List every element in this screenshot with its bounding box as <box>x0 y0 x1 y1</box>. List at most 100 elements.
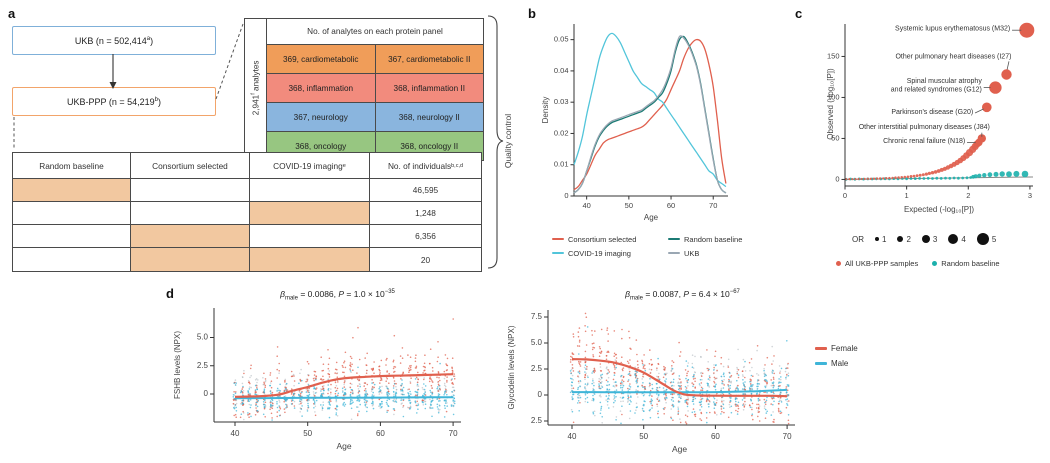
selection-cell <box>13 202 131 225</box>
analytes-cell: 368, inflammation <box>267 74 376 102</box>
svg-text:40: 40 <box>582 201 590 210</box>
fshb-title: βmale = 0.0086, P = 1.0 × 10−35 <box>280 289 395 302</box>
svg-text:Age: Age <box>336 441 351 451</box>
panel-a-connectors <box>13 15 504 269</box>
analytes-table: 2,941f analytes No. of analytes on each … <box>244 18 484 161</box>
selection-cell <box>250 179 370 202</box>
analytes-rows: 369, cardiometabolic 367, cardiometabolic… <box>267 45 483 160</box>
selection-value: 46,595 <box>370 179 481 202</box>
quality-control-label: Quality control <box>503 113 513 169</box>
qq-annotation: Parkinson's disease (G20) <box>891 109 973 116</box>
analytes-cell: 368, inflammation II <box>375 74 483 102</box>
svg-text:Glycodelin levels (NPX): Glycodelin levels (NPX) <box>507 325 516 409</box>
glycodelin-title: βmale = 0.0087, P = 6.4 × 10−67 <box>625 289 740 302</box>
svg-text:0.05: 0.05 <box>554 35 569 44</box>
selection-cell <box>250 202 370 225</box>
analytes-cell: 367, cardiometabolic II <box>375 45 483 73</box>
analytes-row: 369, cardiometabolic 367, cardiometabolic… <box>267 45 483 74</box>
analytes-side-label: 2,941f analytes <box>250 60 261 115</box>
svg-text:Age: Age <box>672 444 687 454</box>
selection-cell <box>131 225 250 248</box>
panel-a-label: a <box>8 6 16 21</box>
legend-line-icon <box>552 252 564 254</box>
or-dot-icon <box>976 233 989 245</box>
svg-text:70: 70 <box>709 201 717 210</box>
or-dot-icon <box>875 237 879 241</box>
svg-text:Expected (-log₁₀[P]): Expected (-log₁₀[P]) <box>904 205 974 214</box>
qq-annotation: Chronic renal failure (N18) <box>883 138 965 145</box>
svg-text:7.5: 7.5 <box>531 312 543 321</box>
legend-line-icon <box>668 238 680 240</box>
legend-label: Female <box>831 344 858 353</box>
svg-text:150: 150 <box>827 51 840 60</box>
legend-label: Consortium selected <box>568 234 637 244</box>
selection-header-cell: COVID-19 imaging e <box>250 153 370 179</box>
ukb-box: UKB (n = 502,414a) <box>12 26 216 55</box>
sex-legend: Female Male <box>815 344 858 368</box>
selection-value: 1,248 <box>370 202 481 225</box>
legend-item: COVID-19 imaging <box>552 246 654 260</box>
legend-item: Male <box>815 359 858 368</box>
legend-label: UKB <box>684 248 700 258</box>
svg-text:0: 0 <box>564 191 568 200</box>
svg-text:2.5: 2.5 <box>531 416 543 425</box>
qq-annotation: Other pulmonary heart diseases (I27) <box>895 53 1011 60</box>
svg-text:3: 3 <box>1028 191 1032 200</box>
or-dot-icon <box>921 235 930 243</box>
selection-cell <box>131 179 250 202</box>
or-size-item: 1 <box>875 235 886 244</box>
selection-value: 6,356 <box>370 225 481 248</box>
svg-text:0: 0 <box>843 191 847 200</box>
or-size-item: 4 <box>948 234 966 244</box>
selection-value: 20 <box>420 254 431 265</box>
analytes-cell: 368, neurology II <box>375 103 483 131</box>
selection-cell <box>250 248 370 271</box>
legend-dot-icon <box>836 261 841 266</box>
or-size-item: 3 <box>921 235 937 244</box>
svg-text:70: 70 <box>783 432 792 441</box>
analytes-row: 368, inflammation 368, inflammation II <box>267 74 483 103</box>
quality-control-brace <box>487 15 504 269</box>
svg-text:50: 50 <box>625 201 633 210</box>
selection-cell <box>131 202 250 225</box>
legend-item: UKB <box>668 246 738 260</box>
dashed-connector-top <box>215 23 244 100</box>
analytes-cell: 367, neurology <box>267 103 376 131</box>
svg-text:0.04: 0.04 <box>554 66 569 75</box>
svg-text:50: 50 <box>639 432 648 441</box>
qq-annotation: Spinal muscular atrophy and related syndr… <box>891 78 983 94</box>
or-size-item: 5 <box>976 233 996 245</box>
qq-annotation: Other interstitial pulmonary diseases (J… <box>859 124 990 131</box>
legend-label: Male <box>831 359 849 368</box>
analytes-cell: 369, cardiometabolic <box>267 45 376 73</box>
svg-text:Age: Age <box>644 213 659 222</box>
svg-text:2.5: 2.5 <box>197 361 209 370</box>
svg-text:50: 50 <box>303 429 312 438</box>
or-size-item: 2 <box>897 235 911 244</box>
ukb-ppp-box-text: UKB-PPP (n = 54,219 <box>67 96 155 107</box>
down-arrow-head-icon <box>109 82 117 89</box>
svg-text:50: 50 <box>831 133 839 142</box>
selection-cell <box>13 225 131 248</box>
legend-item: Random baseline <box>668 232 742 246</box>
or-size-legend: OR 1 2 3 4 5 <box>852 233 996 245</box>
selection-header-cell: No. of individuals b,c,d <box>370 153 481 179</box>
ukb-box-text: UKB (n = 502,414 <box>74 35 147 46</box>
glycodelin-chart: 7.5 5.0 2.5 0 2.5 40 50 60 70 Age Glycodelin level… <box>507 310 795 454</box>
selection-header-cell: Consortium selected <box>131 153 250 179</box>
selection-cell <box>250 225 370 248</box>
or-dot-icon <box>897 236 904 242</box>
ukb-ppp-box-sup: b <box>154 96 158 103</box>
legend-line-icon <box>552 238 564 240</box>
legend-line-icon <box>815 347 827 350</box>
panel-c-label: c <box>795 6 803 21</box>
svg-text:Density: Density <box>541 97 550 124</box>
svg-text:5.0: 5.0 <box>531 338 543 347</box>
legend-label: Random baseline <box>684 234 743 244</box>
svg-text:0: 0 <box>204 389 209 398</box>
ukb-box-sup: a <box>146 35 151 42</box>
svg-text:0.02: 0.02 <box>554 128 569 137</box>
svg-text:70: 70 <box>449 429 458 438</box>
legend-line-icon <box>815 362 827 365</box>
legend-item: All UKB-PPP samples <box>836 259 918 268</box>
